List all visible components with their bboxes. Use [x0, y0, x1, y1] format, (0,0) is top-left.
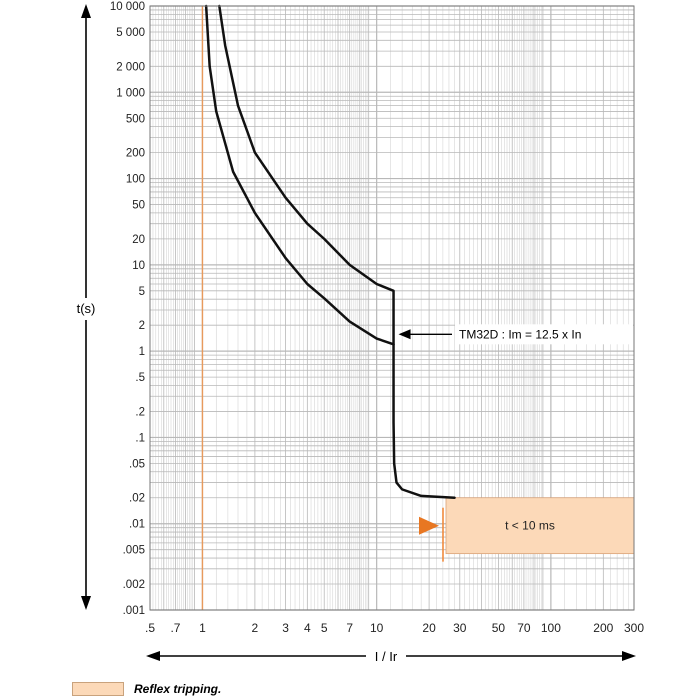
x-tick-label: 20 [422, 621, 436, 635]
y-tick-label: 5 [139, 286, 145, 298]
y-tick-label: .5 [135, 372, 145, 384]
y-tick-label: 1 000 [116, 87, 145, 99]
y-axis-label: t(s) [77, 301, 96, 316]
y-tick-label: 10 [132, 260, 145, 272]
legend-swatch [72, 682, 124, 696]
y-tick-label: .2 [135, 406, 145, 418]
y-tick-label: 10 000 [110, 1, 145, 13]
plot-frame [149, 5, 635, 611]
tm-arrow-head-icon [398, 329, 411, 340]
x-axis-label: I / Ir [375, 649, 398, 664]
x-tick-label: 100 [541, 621, 561, 635]
lower-trip-curve [204, 4, 456, 499]
x-axis-arrow-right-icon [622, 651, 636, 661]
x-tick-label: 50 [492, 621, 506, 635]
upper-trip-curve [218, 4, 395, 346]
curves [204, 4, 456, 499]
y-tick-label: 200 [126, 148, 145, 160]
x-tick-label: .5 [145, 621, 155, 635]
y-tick-label: 2 [139, 320, 145, 332]
y-tick-label: .1 [135, 432, 145, 444]
x-tick-label: 5 [321, 621, 328, 635]
x-tick-label: .7 [170, 621, 180, 635]
y-tick-label: 500 [126, 113, 145, 125]
y-tick-label: .05 [129, 458, 145, 470]
x-label-bg [366, 646, 406, 666]
x-tick-label: 7 [346, 621, 353, 635]
legend-label: Reflex tripping. [134, 682, 222, 696]
y-tick-label: 5 000 [116, 27, 145, 39]
x-tick-label: 4 [304, 621, 311, 635]
x-tick-label: 1 [199, 621, 206, 635]
tick-labels: .001 .002 .005 .01 .02 .05 .1 .2 .5 1 2 5 10 20 50 100 2… [110, 1, 645, 635]
y-tick-label: .01 [129, 519, 145, 531]
y-tick-label: .002 [123, 579, 145, 591]
y-tick-label: 1 [139, 346, 145, 358]
y-tick-label: 50 [132, 200, 145, 212]
tm-label: TM32D : Im = 12.5 x In [459, 327, 581, 341]
tm-label-bg [455, 324, 633, 345]
y-label-bg [74, 298, 98, 320]
reflex-arrow-icon [418, 516, 439, 535]
legend: Reflex tripping. [72, 680, 221, 698]
y-tick-label: 100 [126, 174, 145, 186]
reflex-label: t < 10 ms [505, 519, 555, 533]
y-tick-label: 2 000 [116, 61, 145, 73]
x-tick-label: 30 [453, 621, 467, 635]
y-axis-arrow-down-icon [81, 596, 91, 610]
reflex-band [445, 497, 635, 555]
reflex-band-layer: t < 10 ms [418, 497, 635, 562]
x-tick-label: 200 [593, 621, 613, 635]
y-tick-label: .005 [123, 545, 145, 557]
x-tick-label: 2 [252, 621, 259, 635]
x-tick-label: 70 [517, 621, 531, 635]
axes: t(s) I / Ir [74, 4, 636, 666]
x-tick-label: 300 [624, 621, 644, 635]
x-axis-arrow-left-icon [146, 651, 160, 661]
y-tick-label: .001 [123, 605, 145, 617]
y-axis-arrow-up-icon [81, 4, 91, 18]
annotations: TM32D : Im = 12.5 x In [398, 324, 633, 345]
y-tick-label: 20 [132, 234, 145, 246]
y-tick-label: .02 [129, 493, 145, 505]
x-tick-label: 3 [282, 621, 289, 635]
x-tick-label: 10 [370, 621, 384, 635]
